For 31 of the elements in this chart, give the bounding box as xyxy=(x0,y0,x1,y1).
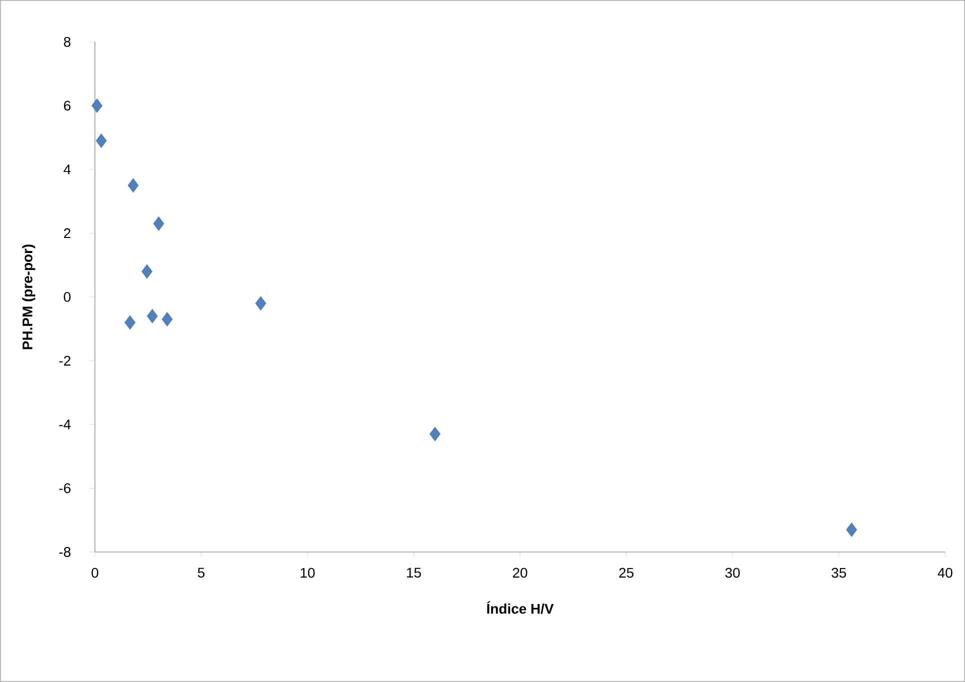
point xyxy=(153,216,164,231)
y-tick-label: 0 xyxy=(64,292,71,302)
x-tick-label: 15 xyxy=(407,568,421,578)
x-tick-label: 0 xyxy=(92,568,98,578)
point xyxy=(255,296,266,311)
point xyxy=(96,134,107,148)
x-tick-label: 20 xyxy=(512,568,528,578)
point xyxy=(846,522,858,537)
y-tick-label: -4 xyxy=(59,420,71,430)
x-tick-label: 40 xyxy=(938,568,952,578)
y-tick-label: -6 xyxy=(59,483,70,494)
x-tick-label: 35 xyxy=(832,568,846,578)
y-tick-label: -2 xyxy=(59,356,70,366)
y-tick-label: 4 xyxy=(64,164,71,174)
point xyxy=(162,312,173,326)
point xyxy=(124,315,136,330)
point xyxy=(128,178,139,193)
x-tick-label: 30 xyxy=(725,568,740,578)
y-tick-label: 8 xyxy=(64,36,70,47)
y-tick-label: 6 xyxy=(64,100,70,111)
y-axis-title: PH.PM (pre-por) xyxy=(22,244,36,350)
x-tick-label: 5 xyxy=(198,568,204,578)
point xyxy=(430,426,440,442)
y-tick-label: -8 xyxy=(59,547,70,557)
y-tick-label: 2 xyxy=(64,228,70,238)
point xyxy=(142,264,152,279)
x-tick-label: 25 xyxy=(619,568,634,578)
point xyxy=(146,308,158,324)
x-tick-label: 10 xyxy=(300,568,315,578)
x-axis-title: Índice H/V xyxy=(487,601,554,614)
point xyxy=(92,98,102,113)
